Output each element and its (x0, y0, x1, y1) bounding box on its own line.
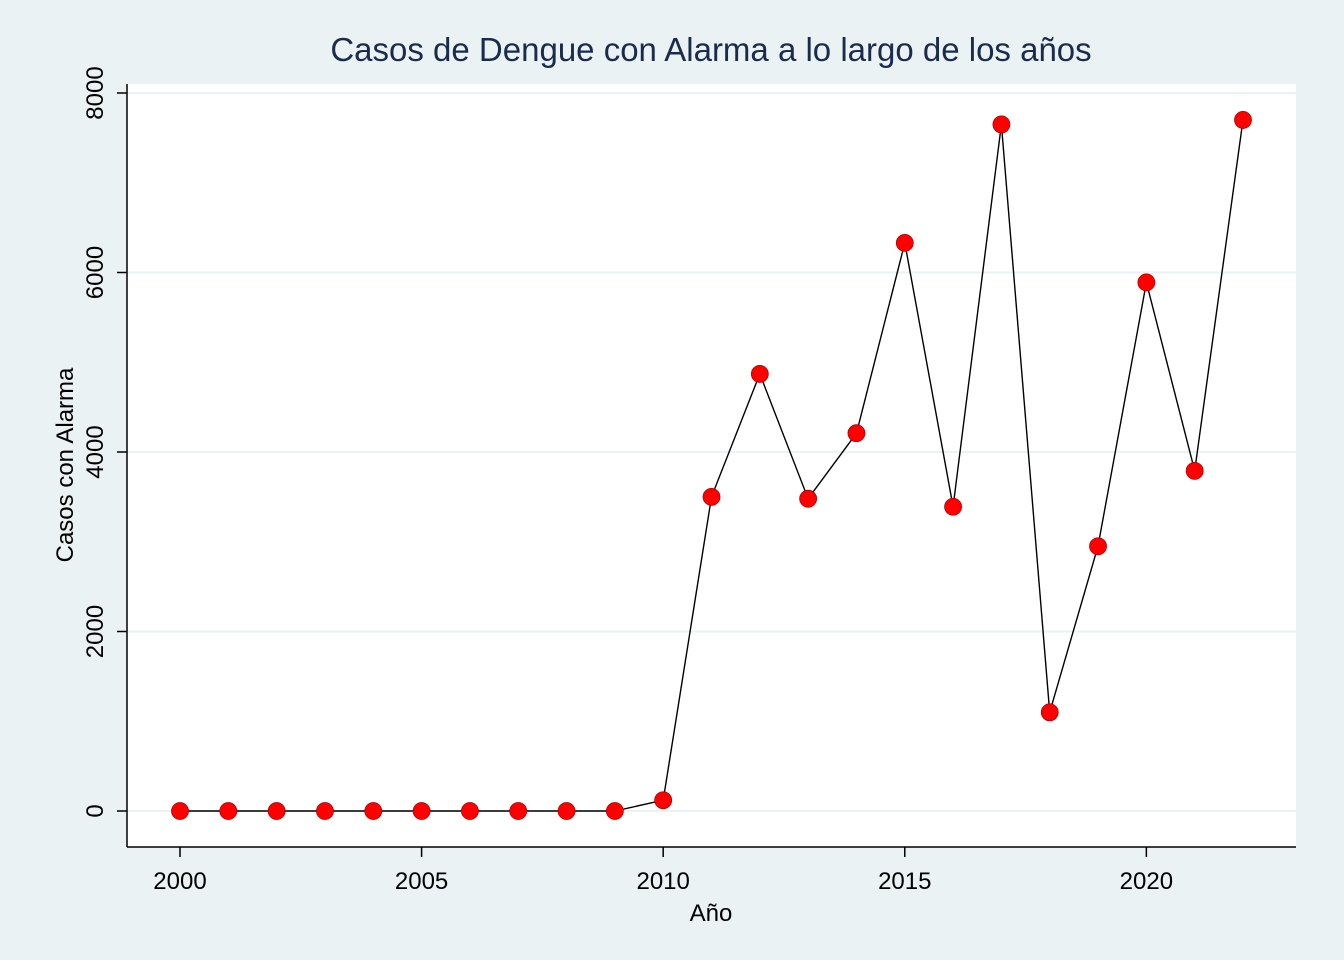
x-tick-label-2010: 2010 (636, 868, 689, 895)
plot-area (127, 84, 1296, 847)
data-point-2015 (895, 233, 914, 252)
grid-lines (128, 92, 1296, 812)
y-tick-label-6000: 6000 (82, 246, 109, 299)
data-point-2018 (1040, 703, 1059, 722)
data-point-2017 (992, 115, 1011, 134)
axes (126, 84, 1296, 848)
x-tick-label-2005: 2005 (395, 868, 448, 895)
chart-title: Casos de Dengue con Alarma a lo largo de… (330, 31, 1091, 68)
data-point-2009 (605, 802, 624, 820)
data-point-2014 (847, 424, 866, 443)
data-point-2008 (557, 802, 576, 820)
y-tick-label-0: 0 (82, 804, 109, 817)
data-point-2020 (1137, 273, 1156, 292)
data-point-2019 (1089, 537, 1107, 556)
y-axis-label: Casos con Alarma (52, 367, 79, 562)
data-point-2010 (654, 791, 673, 810)
y-tick-label-8000: 8000 (82, 66, 109, 119)
y-tick-label-4000: 4000 (82, 425, 109, 478)
data-point-2004 (364, 802, 383, 820)
data-point-2012 (750, 365, 769, 383)
x-tick-label-2020: 2020 (1120, 868, 1173, 895)
x-tick-label-2015: 2015 (878, 868, 931, 895)
x-axis-label: Año (690, 900, 733, 927)
data-point-2022 (1234, 111, 1252, 129)
data-point-2001 (219, 802, 238, 820)
x-tick-label-2000: 2000 (153, 868, 206, 895)
data-point-2006 (461, 802, 479, 820)
data-point-2002 (267, 802, 286, 820)
y-tick-label-2000: 2000 (82, 605, 109, 658)
data-point-2013 (799, 489, 818, 508)
data-point-2005 (412, 802, 431, 820)
data-point-2000 (171, 802, 189, 820)
data-point-2021 (1185, 461, 1204, 480)
data-point-2011 (702, 487, 721, 506)
data-point-2003 (316, 802, 334, 820)
series (171, 111, 1252, 820)
data-point-2007 (509, 802, 528, 820)
ticks: 0 2000 4000 6000 8000 2000 2005 2010 2015 2020 (82, 66, 1173, 895)
data-point-2016 (944, 497, 962, 516)
